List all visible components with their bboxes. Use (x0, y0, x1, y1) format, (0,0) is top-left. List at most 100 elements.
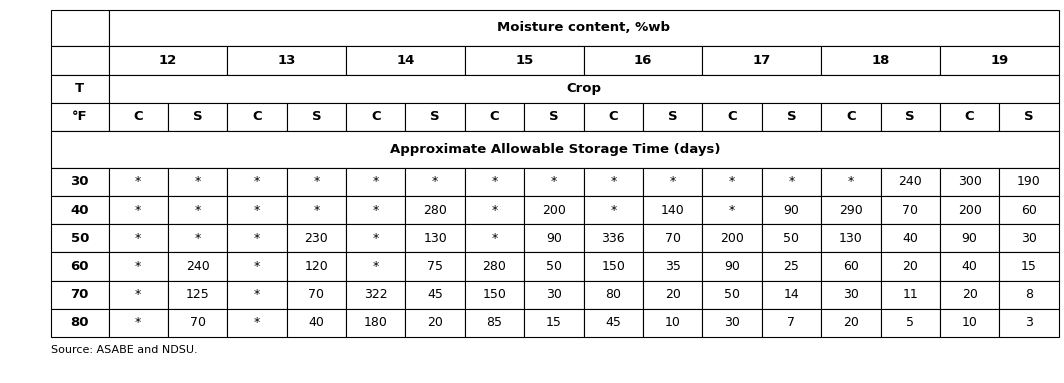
Bar (465, 196, 525, 224)
Text: *: * (372, 232, 379, 245)
Bar (881, 252, 940, 281)
Bar (465, 224, 525, 252)
Text: 50: 50 (546, 260, 562, 273)
Bar (51, 196, 109, 224)
Bar (346, 281, 405, 309)
Bar (762, 103, 821, 131)
Bar (881, 103, 940, 131)
Bar (286, 309, 346, 337)
Text: 240: 240 (898, 175, 922, 188)
Bar (405, 252, 465, 281)
Bar (109, 46, 228, 75)
Text: 30: 30 (70, 175, 89, 188)
Text: C: C (133, 110, 143, 123)
Bar (702, 224, 762, 252)
Bar (999, 224, 1059, 252)
Text: 150: 150 (601, 260, 626, 273)
Text: *: * (372, 203, 379, 216)
Text: 60: 60 (1021, 203, 1037, 216)
Bar (168, 224, 228, 252)
Text: 70: 70 (309, 288, 325, 301)
Text: *: * (135, 260, 142, 273)
Bar (821, 281, 881, 309)
Bar (51, 224, 109, 252)
Bar (109, 309, 168, 337)
Text: C: C (728, 110, 737, 123)
Bar (643, 281, 702, 309)
Text: 5: 5 (907, 316, 914, 329)
Bar (51, 309, 109, 337)
Bar (109, 196, 168, 224)
Text: 70: 70 (665, 232, 681, 245)
Text: 120: 120 (304, 260, 328, 273)
Text: *: * (610, 175, 616, 188)
Text: 20: 20 (427, 316, 443, 329)
Text: 60: 60 (70, 260, 89, 273)
Bar (51, 252, 109, 281)
Bar (940, 196, 999, 224)
Bar (405, 309, 465, 337)
Text: S: S (430, 110, 439, 123)
Bar (940, 252, 999, 281)
Bar (702, 196, 762, 224)
Text: 130: 130 (423, 232, 447, 245)
Bar (999, 168, 1059, 196)
Bar (821, 196, 881, 224)
Bar (405, 224, 465, 252)
Bar (286, 281, 346, 309)
Bar (762, 196, 821, 224)
Text: *: * (610, 203, 616, 216)
Bar (109, 10, 1059, 46)
Text: 90: 90 (783, 203, 799, 216)
Text: C: C (489, 110, 499, 123)
Bar (51, 131, 1059, 168)
Bar (940, 103, 999, 131)
Text: 80: 80 (70, 316, 89, 329)
Bar (51, 75, 109, 103)
Bar (51, 168, 109, 196)
Text: C: C (965, 110, 975, 123)
Bar (583, 168, 643, 196)
Text: *: * (788, 175, 795, 188)
Bar (228, 46, 346, 75)
Text: *: * (254, 175, 260, 188)
Text: 14: 14 (783, 288, 799, 301)
Bar (762, 309, 821, 337)
Bar (465, 252, 525, 281)
Text: *: * (135, 175, 142, 188)
Text: *: * (135, 232, 142, 245)
Bar (821, 224, 881, 252)
Bar (702, 168, 762, 196)
Text: °F: °F (72, 110, 87, 123)
Bar (702, 309, 762, 337)
Bar (999, 252, 1059, 281)
Text: 40: 40 (962, 260, 978, 273)
Text: C: C (371, 110, 381, 123)
Text: 230: 230 (304, 232, 328, 245)
Text: 20: 20 (843, 316, 859, 329)
Bar (999, 103, 1059, 131)
Bar (940, 46, 1059, 75)
Bar (881, 196, 940, 224)
Text: 290: 290 (838, 203, 863, 216)
Bar (346, 46, 465, 75)
Text: 200: 200 (958, 203, 981, 216)
Bar (821, 46, 940, 75)
Text: *: * (669, 175, 676, 188)
Text: S: S (193, 110, 202, 123)
Text: 200: 200 (542, 203, 566, 216)
Bar (583, 196, 643, 224)
Bar (643, 196, 702, 224)
Bar (583, 103, 643, 131)
Bar (286, 168, 346, 196)
Bar (168, 281, 228, 309)
Bar (940, 168, 999, 196)
Text: 80: 80 (605, 288, 621, 301)
Bar (346, 252, 405, 281)
Bar (109, 103, 168, 131)
Text: 140: 140 (661, 203, 684, 216)
Text: C: C (252, 110, 262, 123)
Text: 180: 180 (364, 316, 387, 329)
Bar (525, 252, 583, 281)
Text: *: * (551, 175, 558, 188)
